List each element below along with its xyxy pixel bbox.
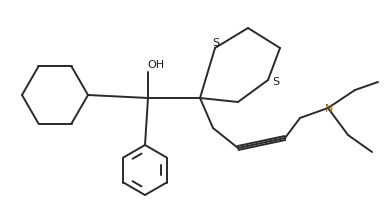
Text: S: S (273, 77, 280, 87)
Text: N: N (325, 104, 333, 114)
Text: S: S (213, 38, 220, 48)
Text: OH: OH (147, 60, 165, 70)
